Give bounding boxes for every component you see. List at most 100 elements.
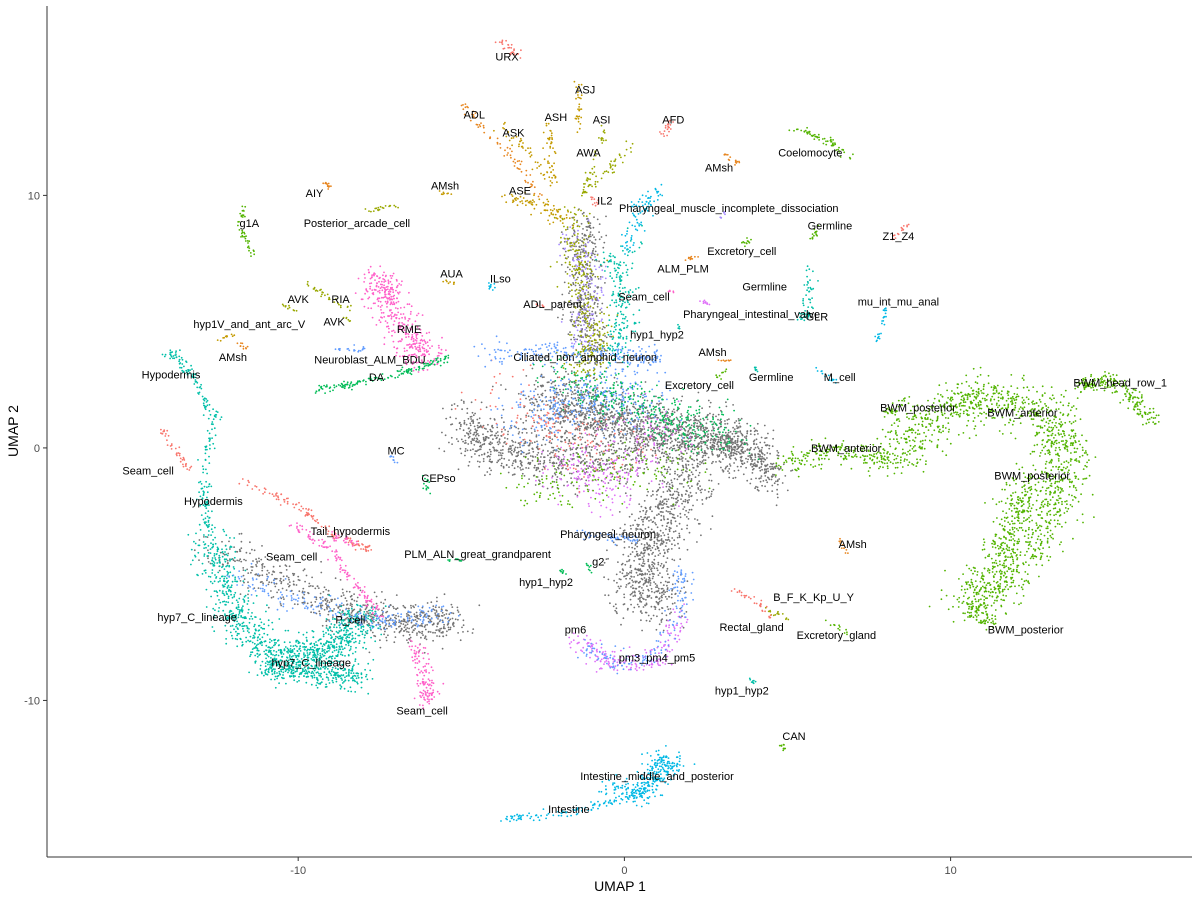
scatter-point — [629, 437, 632, 440]
scatter-point — [552, 406, 555, 408]
scatter-point — [729, 455, 731, 458]
scatter-point — [507, 471, 510, 474]
scatter-point — [311, 576, 313, 579]
scatter-point — [578, 412, 581, 415]
scatter-point — [662, 532, 664, 534]
scatter-point — [288, 585, 290, 588]
scatter-point — [735, 432, 738, 434]
scatter-point — [621, 391, 624, 394]
scatter-point — [625, 424, 628, 427]
scatter-point — [690, 495, 693, 497]
scatter-point — [553, 408, 555, 410]
scatter-point — [703, 429, 706, 431]
scatter-point — [402, 604, 405, 607]
scatter-point — [760, 477, 762, 479]
scatter-point — [415, 616, 417, 619]
scatter-point — [725, 401, 727, 404]
scatter-point — [239, 558, 242, 561]
scatter-point — [733, 421, 736, 424]
scatter-point — [636, 423, 638, 426]
scatter-point — [578, 427, 581, 430]
scatter-point — [536, 409, 539, 412]
scatter-point — [411, 631, 414, 634]
scatter-point — [693, 448, 696, 451]
scatter-point — [760, 462, 763, 465]
scatter-point — [325, 588, 327, 591]
scatter-point — [366, 621, 369, 623]
scatter-point — [549, 400, 552, 402]
scatter-point — [344, 597, 347, 600]
scatter-point — [691, 473, 694, 476]
scatter-point — [647, 545, 650, 547]
scatter-point — [622, 390, 625, 393]
scatter-point — [656, 372, 659, 374]
scatter-point — [751, 472, 754, 474]
scatter-point — [622, 436, 624, 439]
scatter-point — [640, 543, 643, 545]
scatter-point — [658, 597, 661, 600]
scatter-point — [658, 421, 661, 424]
scatter-point — [642, 447, 645, 450]
scatter-point — [698, 411, 701, 414]
scatter-point — [745, 466, 747, 469]
scatter-point — [698, 451, 700, 454]
scatter-point — [581, 386, 583, 389]
scatter-point — [467, 417, 470, 420]
scatter-point — [504, 388, 507, 391]
scatter-point — [500, 457, 503, 460]
scatter-point — [642, 436, 645, 439]
scatter-point — [640, 452, 642, 455]
scatter-point — [618, 511, 621, 513]
scatter-point — [229, 548, 231, 550]
scatter-point — [698, 522, 701, 525]
scatter-point — [658, 549, 660, 552]
scatter-point — [760, 466, 763, 468]
scatter-point — [519, 401, 522, 404]
scatter-point — [761, 453, 764, 455]
scatter-point — [617, 442, 620, 445]
scatter-point — [549, 417, 551, 420]
scatter-point — [673, 418, 676, 420]
scatter-point — [661, 415, 664, 417]
scatter-point — [640, 448, 643, 451]
scatter-point — [602, 246, 605, 249]
scatter-point — [581, 248, 583, 251]
scatter-point — [355, 600, 358, 603]
scatter-point — [451, 617, 454, 620]
scatter-point — [238, 533, 241, 535]
scatter-point — [569, 268, 571, 271]
scatter-point — [746, 430, 749, 433]
scatter-point — [548, 419, 551, 422]
scatter-point — [637, 418, 640, 421]
scatter-point — [576, 386, 578, 388]
scatter-point — [685, 516, 688, 518]
scatter-point — [622, 429, 625, 432]
scatter-point — [607, 594, 610, 597]
scatter-point — [531, 447, 534, 450]
scatter-point — [602, 413, 605, 415]
scatter-point — [712, 438, 714, 441]
scatter-point — [249, 541, 251, 544]
scatter-point — [392, 605, 394, 608]
scatter-point — [572, 257, 574, 259]
scatter-point — [757, 433, 759, 435]
scatter-point — [667, 533, 669, 536]
scatter-point — [667, 521, 670, 524]
scatter-point — [596, 448, 598, 451]
scatter-point — [573, 458, 575, 460]
scatter-point — [464, 435, 466, 437]
scatter-point — [653, 558, 656, 561]
scatter-point — [570, 393, 573, 396]
scatter-point — [726, 422, 729, 425]
scatter-point — [566, 266, 569, 269]
scatter-point — [704, 489, 706, 491]
scatter-point — [580, 409, 583, 412]
scatter-point — [629, 564, 632, 567]
scatter-point — [673, 602, 676, 604]
scatter-point — [513, 467, 516, 470]
scatter-point — [604, 445, 607, 447]
scatter-point — [645, 619, 648, 622]
scatter-point — [629, 553, 632, 556]
scatter-point — [572, 311, 575, 313]
